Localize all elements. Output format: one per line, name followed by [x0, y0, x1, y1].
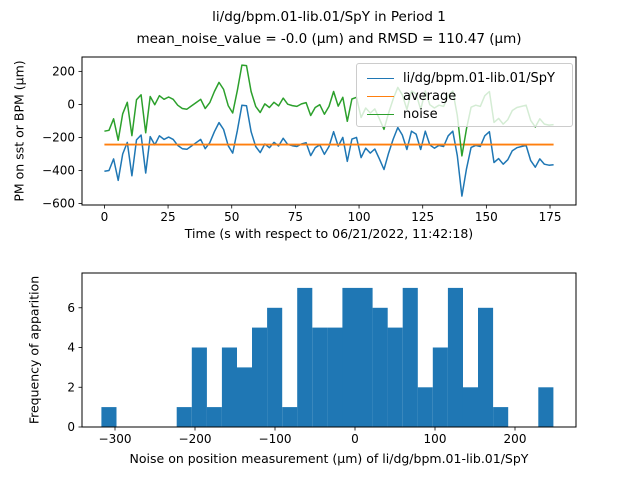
histogram-bar — [493, 407, 509, 427]
signal-line — [104, 104, 554, 197]
legend-entry-signal: li/dg/bpm.01-lib.01/SpY — [367, 69, 572, 87]
legend: li/dg/bpm.01-lib.01/SpY average noise — [356, 63, 573, 127]
plot-title-line-1: li/dg/bpm.01-lib.01/SpY in Period 1 — [212, 9, 446, 25]
legend-entry-average: average — [367, 87, 572, 105]
top-x-tick-label: 150 — [475, 210, 498, 224]
histogram-bar — [327, 327, 343, 427]
top-x-tick-label: 50 — [224, 210, 239, 224]
bottom-y-tick-label: 2 — [67, 380, 75, 394]
histogram-bar — [282, 407, 298, 427]
top-x-tick-label: 100 — [348, 210, 371, 224]
top-y-tick-label: −600 — [42, 197, 75, 211]
top-x-tick-label: 75 — [288, 210, 303, 224]
legend-label-average: average — [403, 88, 457, 104]
histogram-bar — [372, 307, 388, 427]
top-x-tick-label: 175 — [539, 210, 562, 224]
histogram-bar — [191, 347, 207, 427]
top-xaxis-label: Time (s with respect to 06/21/2022, 11:4… — [184, 226, 474, 241]
histogram-bar — [252, 327, 268, 427]
noise-line-swatch-icon — [367, 113, 394, 115]
histogram-bar — [267, 307, 283, 427]
top-yaxis-label: PM on sst or BPM (μm) — [11, 60, 27, 202]
histogram-bar — [221, 347, 237, 427]
top-y-tick-label: −400 — [42, 164, 75, 178]
histogram-bar — [101, 407, 117, 427]
top-y-tick-label: 200 — [52, 65, 75, 79]
histogram-bar — [176, 407, 192, 427]
histogram-bar — [402, 287, 418, 427]
bottom-x-tick-label: −200 — [179, 432, 212, 446]
top-y-tick-label: −200 — [42, 131, 75, 145]
top-y-tick-label: 0 — [67, 98, 75, 112]
bottom-x-tick-label: 200 — [504, 432, 527, 446]
histogram-bar — [447, 287, 463, 427]
bottom-yaxis-label: Frequency of apparition — [26, 275, 42, 425]
plot-title-line-2: mean_noise_value = -0.0 (μm) and RMSD = … — [136, 31, 522, 47]
histogram-bar — [237, 367, 253, 427]
histogram-bar — [432, 347, 448, 427]
bottom-y-tick-label: 4 — [67, 341, 75, 355]
histogram-bar — [417, 387, 433, 427]
histogram-bar — [478, 307, 494, 427]
legend-label-noise: noise — [403, 106, 438, 122]
legend-label-signal: li/dg/bpm.01-lib.01/SpY — [403, 70, 555, 86]
histogram-bar — [357, 287, 373, 427]
bottom-xaxis-label: Noise on position measurement (μm) of li… — [129, 451, 529, 466]
bottom-y-tick-label: 0 — [67, 420, 75, 434]
histogram-bar — [297, 287, 313, 427]
top-axes-frame — [81, 56, 577, 206]
bottom-x-tick-label: −300 — [99, 432, 132, 446]
histogram-bar — [206, 407, 222, 427]
signal-line-swatch-icon — [367, 77, 394, 79]
histogram-bar — [538, 387, 554, 427]
bottom-x-tick-label: −100 — [259, 432, 292, 446]
histogram-bar — [312, 327, 328, 427]
top-x-tick-label: 125 — [411, 210, 434, 224]
top-x-tick-label: 25 — [160, 210, 175, 224]
bottom-axes-frame — [81, 272, 577, 428]
histogram-bar — [342, 287, 358, 427]
top-x-tick-label: 0 — [101, 210, 109, 224]
histogram-bar — [387, 327, 403, 427]
bottom-x-tick-label: 100 — [424, 432, 447, 446]
bottom-y-tick-label: 6 — [67, 301, 75, 315]
legend-entry-noise: noise — [367, 105, 572, 123]
histogram-bar — [462, 387, 478, 427]
bottom-x-tick-label: 0 — [351, 432, 359, 446]
average-line-swatch-icon — [367, 95, 394, 97]
